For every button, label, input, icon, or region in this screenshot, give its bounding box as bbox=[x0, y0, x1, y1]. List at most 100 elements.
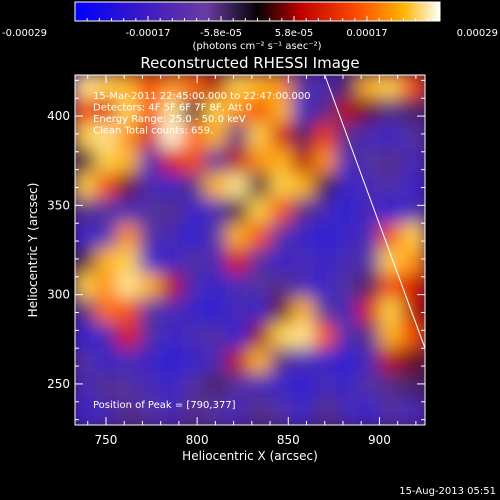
heatmap-cell bbox=[379, 398, 406, 425]
heatmap-cell bbox=[269, 248, 296, 277]
heatmap-cell bbox=[335, 223, 362, 252]
annotation-line: Clean Total counts: 659. bbox=[93, 126, 213, 137]
heatmap-cell bbox=[204, 123, 231, 152]
heatmap-cell bbox=[269, 148, 296, 177]
heatmap-cell bbox=[138, 248, 165, 277]
heatmap-cell bbox=[248, 223, 274, 252]
heatmap-cell bbox=[204, 173, 231, 202]
heatmap-cell bbox=[94, 348, 121, 377]
heatmap-cell bbox=[160, 398, 187, 425]
heatmap-cell bbox=[291, 173, 318, 202]
peak-label: Position of Peak = [790,377] bbox=[93, 400, 236, 411]
heatmap-cell bbox=[138, 75, 165, 102]
annotation-line: Detectors: 4F 5F 6F 7F 8F, Att 0 bbox=[93, 103, 252, 114]
heatmap-cell bbox=[313, 248, 340, 277]
heatmap-cell bbox=[248, 273, 274, 302]
heatmap-cell bbox=[160, 248, 187, 277]
heatmap-cell bbox=[379, 373, 406, 402]
heatmap-cell bbox=[269, 98, 296, 127]
heatmap-cell bbox=[269, 348, 296, 377]
heatmap-cell bbox=[335, 398, 362, 425]
heatmap-cell bbox=[116, 148, 143, 177]
heatmap-cell bbox=[335, 98, 362, 127]
heatmap-cell bbox=[313, 223, 340, 252]
heatmap-cell bbox=[379, 298, 406, 327]
heatmap-cell bbox=[75, 148, 99, 177]
heatmap-cell bbox=[160, 173, 187, 202]
heatmap-cell bbox=[401, 248, 425, 277]
heatmap-cell bbox=[335, 273, 362, 302]
heatmap-cell bbox=[94, 373, 121, 402]
heatmap-cell bbox=[75, 223, 99, 252]
heatmap-cell bbox=[138, 373, 165, 402]
heatmap-cell bbox=[401, 273, 425, 302]
heatmap-cell bbox=[401, 75, 425, 102]
heatmap-cell bbox=[182, 75, 209, 102]
heatmap-cell bbox=[269, 398, 296, 425]
heatmap-cell bbox=[160, 298, 187, 327]
heatmap-cell bbox=[291, 298, 318, 327]
heatmap-cell bbox=[226, 75, 252, 102]
heatmap-cell bbox=[379, 148, 406, 177]
heatmap-cell bbox=[226, 148, 252, 177]
y-tick-label: 300 bbox=[47, 288, 70, 302]
heatmap-cell bbox=[379, 273, 406, 302]
heatmap-cell bbox=[291, 75, 318, 102]
heatmap-cell bbox=[401, 123, 425, 152]
heatmap-cell bbox=[204, 198, 231, 227]
heatmap-cell bbox=[335, 75, 362, 102]
heatmap-cell bbox=[269, 323, 296, 352]
heatmap-cell bbox=[116, 173, 143, 202]
heatmap-cell bbox=[182, 348, 209, 377]
heatmap-cell bbox=[226, 223, 252, 252]
heatmap-cell bbox=[75, 98, 99, 127]
heatmap-cell bbox=[335, 348, 362, 377]
heatmap-cell bbox=[269, 298, 296, 327]
colorbar-tick-label: 0.00017 bbox=[346, 28, 387, 39]
x-axis-label: Heliocentric X (arcsec) bbox=[182, 449, 318, 463]
heatmap-cell bbox=[401, 223, 425, 252]
heatmap-cell bbox=[204, 348, 231, 377]
heatmap-cell bbox=[401, 373, 425, 402]
heatmap-cell bbox=[94, 223, 121, 252]
heatmap-cell bbox=[226, 173, 252, 202]
heatmap-cell bbox=[313, 273, 340, 302]
heatmap-cell bbox=[204, 273, 231, 302]
heatmap-cell bbox=[94, 75, 121, 102]
heatmap-cell bbox=[116, 273, 143, 302]
heatmap-cell bbox=[160, 123, 187, 152]
x-tick-label: 750 bbox=[95, 433, 118, 447]
heatmap-cell bbox=[94, 398, 121, 425]
heatmap-cell bbox=[138, 398, 165, 425]
heatmap-cell bbox=[182, 248, 209, 277]
heatmap-cell bbox=[248, 173, 274, 202]
heatmap-cell bbox=[401, 198, 425, 227]
heatmap-cell bbox=[226, 323, 252, 352]
heatmap-cell bbox=[75, 75, 99, 102]
heatmap-cell bbox=[182, 273, 209, 302]
heatmap-cell bbox=[401, 348, 425, 377]
heatmap-cell bbox=[116, 398, 143, 425]
heatmap-cell bbox=[226, 348, 252, 377]
annotation-line: Energy Range: 25.0 - 50.0 keV bbox=[93, 114, 246, 125]
heatmap-cell bbox=[182, 98, 209, 127]
heatmap-cell bbox=[313, 398, 340, 425]
heatmap-cell bbox=[94, 298, 121, 327]
heatmap-cell bbox=[313, 198, 340, 227]
heatmap-cell bbox=[182, 173, 209, 202]
heatmap-cell bbox=[182, 198, 209, 227]
heatmap-cell bbox=[94, 173, 121, 202]
heatmap-cell bbox=[291, 223, 318, 252]
heatmap-cell bbox=[138, 348, 165, 377]
heatmap-cell bbox=[357, 173, 384, 202]
heatmap-cell bbox=[204, 373, 231, 402]
heatmap-cell bbox=[248, 298, 274, 327]
plot-frame bbox=[74, 74, 426, 426]
heatmap-cell bbox=[291, 273, 318, 302]
heatmap-cell bbox=[75, 398, 99, 425]
heatmap-cell bbox=[226, 198, 252, 227]
heatmap-cell bbox=[116, 75, 143, 102]
heatmap-cell bbox=[248, 398, 274, 425]
colorbar-tick-label: 0.00029 bbox=[457, 28, 498, 39]
